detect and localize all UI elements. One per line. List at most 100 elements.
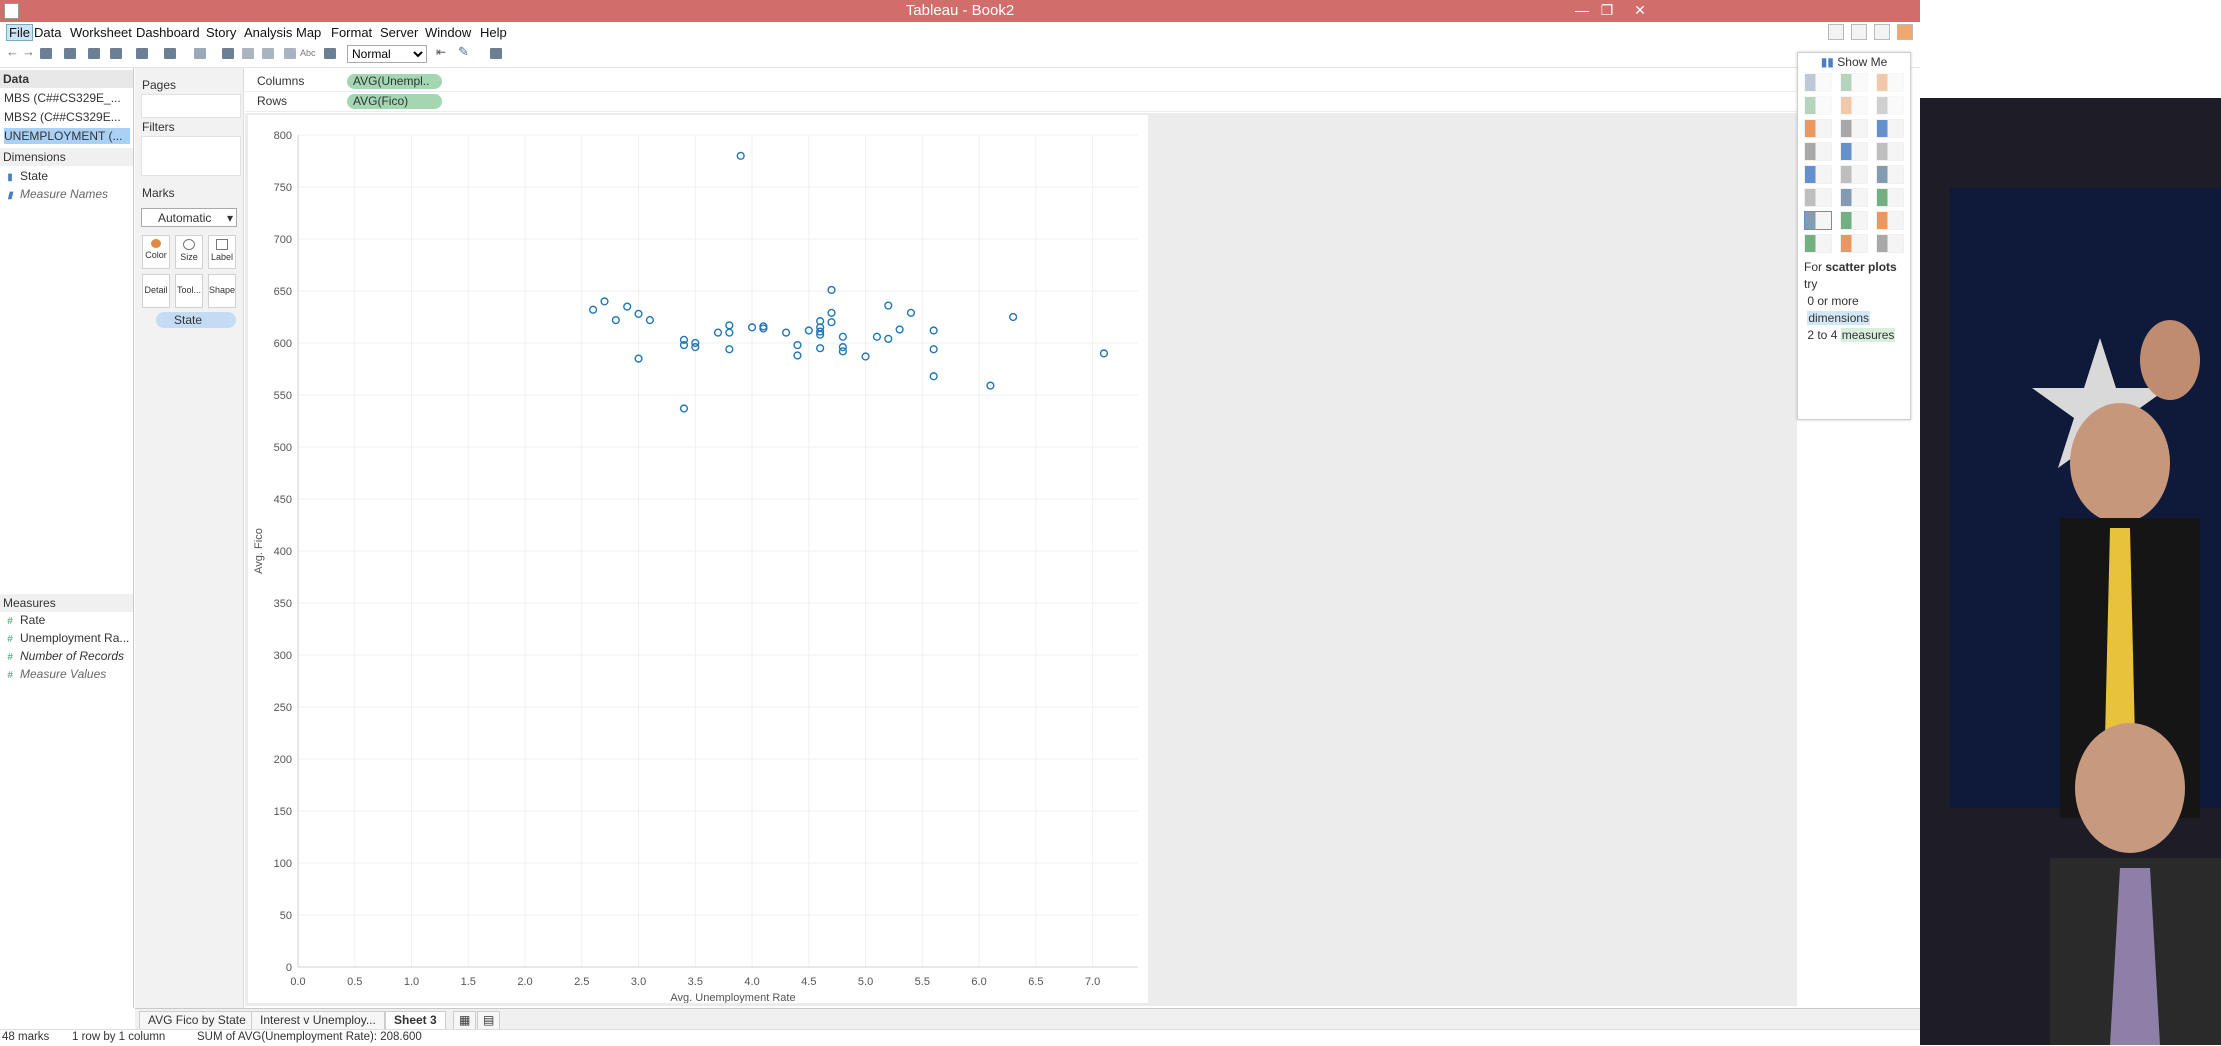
scatter-point[interactable] [906,308,916,317]
new-datasource-icon[interactable] [64,48,76,59]
chart-type-thumbnail[interactable] [1876,234,1904,253]
scatter-point[interactable] [611,316,620,325]
chart-type-thumbnail[interactable] [1840,73,1868,92]
scatter-point[interactable] [1099,349,1109,358]
fix-axes-icon[interactable]: ⇤ [436,45,447,59]
scatter-point[interactable] [691,338,700,348]
menu-analysis[interactable]: Analysis [244,25,293,40]
chart-type-thumbnail[interactable] [1876,188,1904,207]
scatter-point[interactable] [634,309,643,318]
redo-icon[interactable]: → [22,44,35,59]
mark-type-select[interactable]: Automatic ▾ [141,208,237,227]
new-dashboard-tab-icon[interactable]: ▤ [477,1011,501,1030]
scatter-point[interactable] [884,334,893,343]
scatter-point[interactable] [679,404,689,413]
filters-shelf[interactable] [141,136,241,176]
chart-type-thumbnail[interactable] [1840,211,1868,230]
scatter-point[interactable] [759,322,768,331]
auto-update-icon[interactable] [164,48,176,59]
sort-asc-icon[interactable] [242,48,254,59]
rows-shelf[interactable]: Rows AVG(Fico) [245,92,1797,112]
labels-icon[interactable]: Abc [300,48,316,58]
menu-data[interactable]: Data [34,25,62,40]
scatter-point[interactable] [679,340,689,350]
datasource-unemployment[interactable]: UNEMPLOYMENT (... [4,128,130,144]
presentation-icon[interactable] [490,48,502,59]
menu-story[interactable]: Story [206,25,237,40]
chart-type-thumbnail[interactable] [1876,142,1904,161]
columns-shelf[interactable]: Columns AVG(Unempl.. [245,72,1797,92]
close-button[interactable]: ✕ [1634,2,1646,18]
scatter-point[interactable] [838,347,847,356]
presentation-mode-icon[interactable] [1828,24,1844,40]
minimize-button[interactable]: — [1575,2,1589,18]
chart-type-thumbnail[interactable] [1804,234,1832,253]
menu-map[interactable]: Map [296,25,322,40]
measure-rate[interactable]: # Rate [6,612,45,628]
scatter-point[interactable] [634,354,643,363]
swap-icon[interactable] [222,48,234,59]
menu-window[interactable]: Window [425,25,472,40]
restore-button[interactable]: ❐ [1600,2,1614,18]
datasource-mbs[interactable]: MBS (C##CS329E_... [4,91,121,105]
chart-type-thumbnail[interactable] [1840,142,1868,161]
scatter-point[interactable] [816,344,825,353]
chart-type-thumbnail[interactable] [1840,234,1868,253]
chart-type-thumbnail[interactable] [1840,188,1868,207]
tab-avg-fico-by-state[interactable]: AVG Fico by State [139,1011,255,1030]
scatter-point[interactable] [645,316,654,325]
dimension-measure-names[interactable]: ▮ Measure Names [6,186,108,202]
scatter-point[interactable] [929,326,938,335]
chart-type-thumbnail[interactable] [1876,73,1904,92]
new-worksheet-icon[interactable] [88,48,100,59]
scatter-point[interactable] [872,332,882,341]
scatter-point[interactable] [816,330,825,339]
scatter-point[interactable] [747,323,757,332]
group-icon[interactable] [284,48,296,59]
scatter-point[interactable] [691,343,700,352]
chart-type-thumbnail[interactable] [1804,142,1832,161]
state-detail-pill[interactable]: State [156,312,236,328]
undo-icon[interactable]: ← [6,44,19,59]
chart-type-thumbnail[interactable] [1876,211,1904,230]
menu-format[interactable]: Format [331,25,373,40]
scatter-point[interactable] [679,335,689,344]
pages-shelf[interactable] [141,94,241,118]
chart-type-thumbnail[interactable] [1804,188,1832,207]
highlight-icon[interactable]: ✎ [458,44,469,59]
size-button[interactable]: Size [175,235,203,269]
scatter-point[interactable] [929,345,938,354]
scatter-point[interactable] [838,332,847,341]
scatter-point[interactable] [600,297,609,306]
window-icon[interactable] [1874,24,1890,40]
chart-type-thumbnail[interactable] [1804,96,1832,115]
scatter-point[interactable] [725,328,734,337]
scatter-point[interactable] [827,285,836,295]
refresh-icon[interactable] [194,48,206,59]
layout-icon[interactable] [1851,24,1867,40]
sort-desc-icon[interactable] [262,48,274,59]
save-icon[interactable] [40,48,52,59]
chart-type-thumbnail[interactable] [1840,119,1868,138]
menu-file[interactable]: File [6,24,33,41]
menu-dashboard[interactable]: Dashboard [136,25,200,40]
menu-help[interactable]: Help [480,25,507,40]
tab-sheet-3[interactable]: Sheet 3 [385,1011,446,1030]
scatter-point[interactable] [713,328,723,337]
scatter-point[interactable] [929,372,938,381]
scatter-point[interactable] [793,351,802,360]
scatter-point[interactable] [589,305,598,314]
chart-type-thumbnail[interactable] [1804,165,1832,184]
format-icon[interactable] [324,48,336,59]
fit-select[interactable]: Normal [347,45,427,63]
menu-worksheet[interactable]: Worksheet [70,25,132,40]
scatter-point[interactable] [884,301,893,310]
scatter-point[interactable] [838,343,847,352]
scatter-point[interactable] [827,318,836,327]
scatter-point[interactable] [816,327,825,336]
scatter-point[interactable] [782,328,791,337]
scatter-point[interactable] [725,345,734,354]
scatter-point[interactable] [1009,312,1018,322]
chart-type-thumbnail[interactable] [1876,165,1904,184]
chart-type-thumbnail[interactable] [1840,165,1868,184]
